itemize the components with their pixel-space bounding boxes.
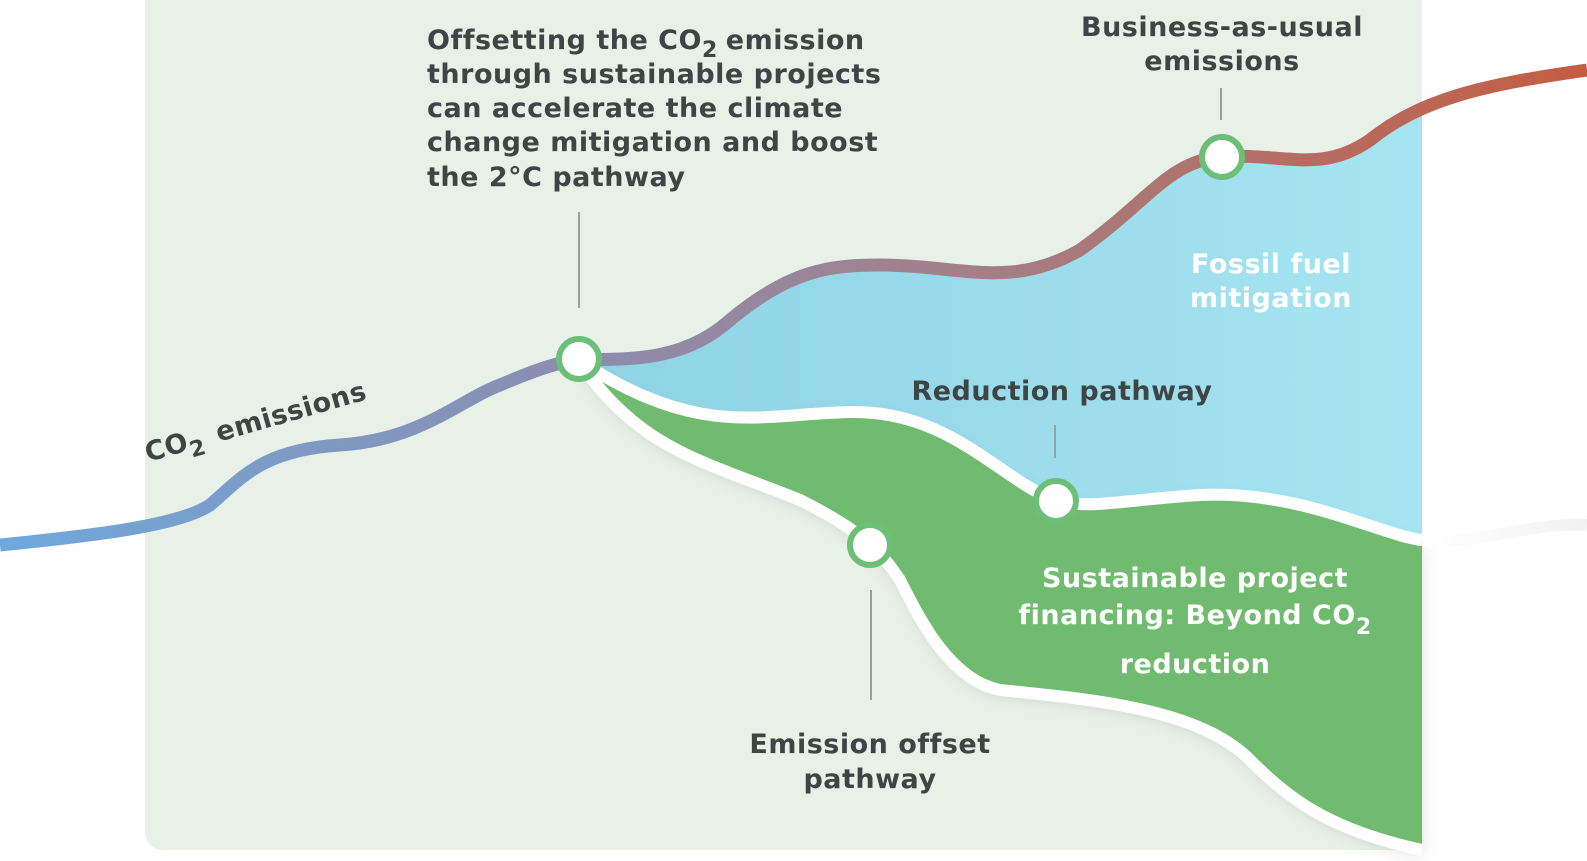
marker: [1033, 478, 1079, 524]
markers: [556, 134, 1245, 568]
text: Offsetting the CO: [427, 25, 702, 56]
text: 2: [187, 435, 209, 463]
text: financing: Beyond CO: [1018, 600, 1355, 631]
offset-path: [573, 356, 1424, 856]
marker: [556, 336, 602, 382]
reduction-label: Reduction pathway: [911, 376, 1212, 407]
emissions-curve: [0, 63, 1587, 552]
annotation-line: change mitigation and boost: [427, 127, 878, 158]
bau-label: Business-as-usual: [1081, 12, 1363, 43]
offset-label: pathway: [803, 764, 936, 795]
reduction-path-fade: [1421, 518, 1587, 547]
sustainable-label: Sustainable project: [1042, 563, 1348, 594]
annotation-line: can accelerate the climate: [427, 93, 843, 124]
marker: [847, 522, 893, 568]
marker: [1199, 134, 1245, 180]
fossil-label: mitigation: [1190, 283, 1352, 314]
annotation-line: through sustainable projects: [427, 59, 881, 90]
bau-label: emissions: [1144, 46, 1299, 77]
text: 2: [702, 38, 718, 63]
sustainable-label: financing: Beyond CO2: [1018, 600, 1371, 640]
annotation: Offsetting the CO2 emission: [427, 25, 865, 63]
offset-label: Emission offset: [749, 729, 990, 760]
text: emission: [726, 25, 865, 56]
fossil-label: Fossil fuel: [1191, 249, 1351, 280]
leader-lines: [578, 88, 1222, 700]
text: 2: [1356, 615, 1372, 640]
annotation-line: the 2°C pathway: [427, 162, 685, 193]
fossil-fuel-area: [578, 110, 1422, 540]
sustainable-label: reduction: [1120, 649, 1271, 680]
